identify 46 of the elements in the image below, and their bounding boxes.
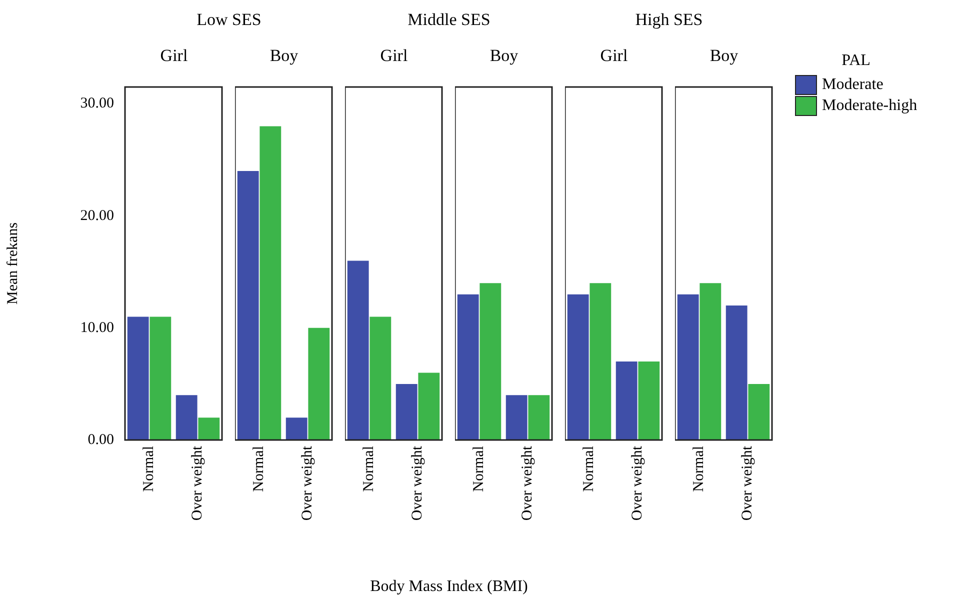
x-tick-label: Normal xyxy=(141,446,158,492)
chart-title: Middle SES xyxy=(406,10,492,30)
bar xyxy=(286,418,308,440)
x-tick-label: Normal xyxy=(251,446,268,492)
y-axis-title: Mean frekans xyxy=(4,222,21,305)
x-tick-label: Over weight xyxy=(740,445,756,521)
bar xyxy=(370,316,392,440)
x-tick-label: Over weight xyxy=(520,445,536,521)
bar xyxy=(150,316,172,440)
x-tick-label: Normal xyxy=(471,446,488,492)
bar xyxy=(260,126,282,440)
chart-title: Low SES xyxy=(196,10,262,30)
bar xyxy=(418,372,440,440)
bar xyxy=(176,395,198,440)
legend-label: Moderate-high xyxy=(822,96,918,114)
y-tick-label: 20.00 xyxy=(80,208,114,224)
bar xyxy=(237,171,259,440)
y-tick-label: 30.00 xyxy=(80,96,114,112)
chart-subtitle: Girl xyxy=(379,46,409,66)
bar xyxy=(677,294,699,440)
x-tick-label: Normal xyxy=(581,446,598,492)
chart-title: High SES xyxy=(634,10,704,30)
bar xyxy=(726,306,748,440)
chart-subtitle: Boy xyxy=(708,46,740,66)
bar xyxy=(396,384,418,440)
x-tick-label: Normal xyxy=(691,446,708,492)
x-tick-label: Over weight xyxy=(190,445,206,521)
chart-subtitle: Boy xyxy=(268,46,300,66)
legend-label: Moderate xyxy=(822,76,884,94)
y-tick-label: 10.00 xyxy=(80,320,114,336)
x-axis-title: Body Mass Index (BMI) xyxy=(369,578,529,596)
y-tick-label: 0.00 xyxy=(88,432,114,448)
bar xyxy=(748,384,770,440)
bar xyxy=(347,260,369,440)
x-tick-label: Over weight xyxy=(630,445,646,521)
legend-title: PAL xyxy=(840,52,872,70)
chart-subtitle: Girl xyxy=(599,46,629,66)
x-tick-label: Normal xyxy=(361,446,378,492)
chart-subtitle: Boy xyxy=(488,46,520,66)
x-tick-label: Over weight xyxy=(300,445,316,521)
chart-subtitle: Girl xyxy=(159,46,189,66)
x-tick-label: Over weight xyxy=(410,445,426,521)
bar xyxy=(198,418,220,440)
bar xyxy=(127,316,149,440)
bar xyxy=(308,328,330,440)
bar xyxy=(700,283,722,440)
